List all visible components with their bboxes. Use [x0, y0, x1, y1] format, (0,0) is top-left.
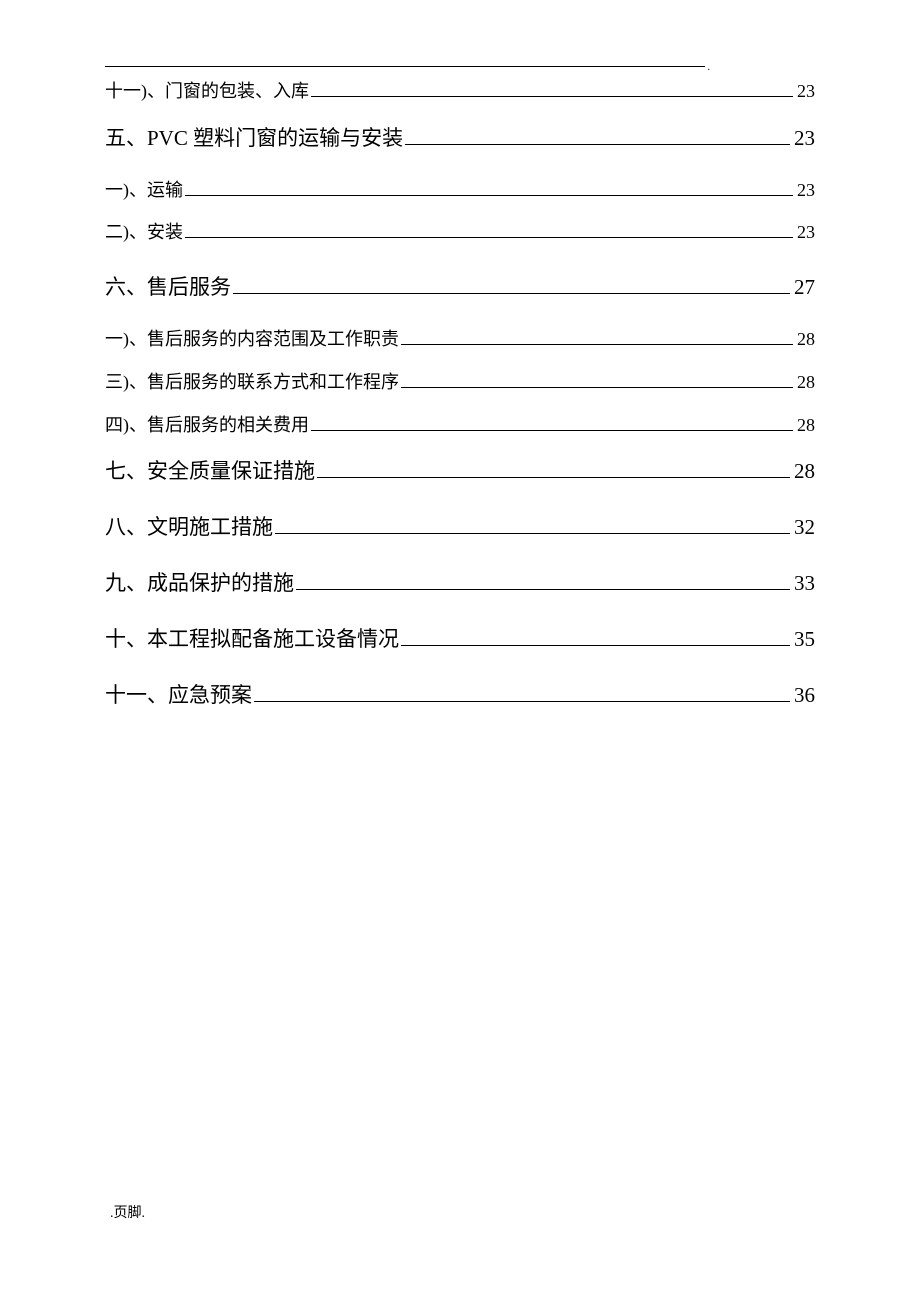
toc-entry-7-safety: 七、安全质量保证措施 28 — [105, 453, 815, 491]
toc-label: 十一、应急预案 — [105, 677, 252, 715]
toc-leader — [254, 701, 790, 702]
toc-label: 十一)、门窗的包装、入库 — [105, 77, 309, 106]
toc-entry-11-emergency: 十一、应急预案 36 — [105, 677, 815, 715]
toc-page: 28 — [797, 411, 815, 440]
toc-entry-8-civilized: 八、文明施工措施 32 — [105, 509, 815, 547]
page-footer: .页脚. — [110, 1202, 145, 1222]
toc-entry-6-1-scope: 一)、售后服务的内容范围及工作职责 28 — [105, 325, 815, 354]
page-container: 十一)、门窗的包装、入库 23 五、PVC 塑料门窗的运输与安装 23 一)、运… — [0, 0, 920, 714]
toc-label: 八、文明施工措施 — [105, 509, 273, 547]
toc-page: 23 — [797, 176, 815, 205]
toc-entry-6-4-fees: 四)、售后服务的相关费用 28 — [105, 411, 815, 440]
toc-page: 27 — [794, 269, 815, 307]
toc-label: 六、售后服务 — [105, 269, 231, 307]
toc-leader — [233, 293, 790, 294]
toc-leader — [275, 533, 790, 534]
toc-page: 28 — [794, 453, 815, 491]
toc-page: 33 — [794, 565, 815, 603]
toc-page: 32 — [794, 509, 815, 547]
toc-label: 九、成品保护的措施 — [105, 565, 294, 603]
toc-label: 一)、售后服务的内容范围及工作职责 — [105, 325, 399, 354]
toc-entry-10-equipment: 十、本工程拟配备施工设备情况 35 — [105, 621, 815, 659]
toc-leader — [317, 477, 790, 478]
toc-leader — [401, 645, 790, 646]
toc-entry-5-1-transport: 一)、运输 23 — [105, 176, 815, 205]
toc-entry-9-protection: 九、成品保护的措施 33 — [105, 565, 815, 603]
toc-label: 一)、运输 — [105, 176, 183, 205]
toc-entry-11-packaging: 十一)、门窗的包装、入库 23 — [105, 77, 815, 106]
toc-page: 23 — [797, 218, 815, 247]
toc-entry-5-transport: 五、PVC 塑料门窗的运输与安装 23 — [105, 120, 815, 158]
toc-page: 28 — [797, 325, 815, 354]
toc-entry-6-aftersales: 六、售后服务 27 — [105, 269, 815, 307]
toc-label: 十、本工程拟配备施工设备情况 — [105, 621, 399, 659]
toc-label: 三)、售后服务的联系方式和工作程序 — [105, 368, 399, 397]
toc-leader — [296, 589, 790, 590]
toc-label: 七、安全质量保证措施 — [105, 453, 315, 491]
toc-label: 五、PVC 塑料门窗的运输与安装 — [105, 120, 403, 158]
toc-entry-6-3-contact: 三)、售后服务的联系方式和工作程序 28 — [105, 368, 815, 397]
toc-leader — [311, 430, 793, 431]
toc-leader — [311, 96, 793, 97]
toc-leader — [405, 144, 790, 145]
toc-leader — [401, 344, 793, 345]
toc-page: 35 — [794, 621, 815, 659]
toc-label: 四)、售后服务的相关费用 — [105, 411, 309, 440]
toc-page: 23 — [797, 77, 815, 106]
toc-entry-5-2-install: 二)、安装 23 — [105, 218, 815, 247]
toc-leader — [185, 237, 793, 238]
header-rule — [105, 66, 705, 67]
toc-page: 36 — [794, 677, 815, 715]
toc-page: 28 — [797, 368, 815, 397]
toc-leader — [401, 387, 793, 388]
toc-leader — [185, 195, 793, 196]
header-dot: . — [708, 62, 711, 73]
toc-page: 23 — [794, 120, 815, 158]
toc-label: 二)、安装 — [105, 218, 183, 247]
